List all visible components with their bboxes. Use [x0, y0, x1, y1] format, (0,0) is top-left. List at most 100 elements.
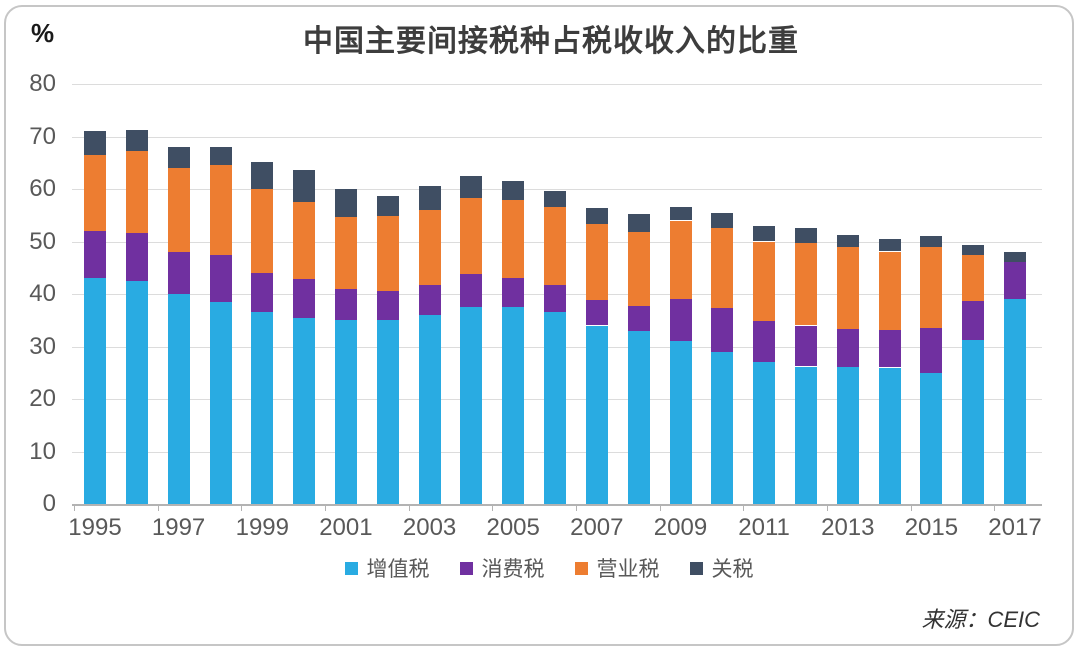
bar-1995-business-tax — [84, 154, 106, 231]
bar-2014-consumption-tax — [878, 330, 901, 368]
bar-1999-vat — [251, 312, 274, 504]
x-axis-tick — [241, 506, 243, 511]
bar-2001-tariff — [334, 188, 357, 217]
y-tick-label-10: 10 — [29, 437, 56, 465]
bar-2002-consumption-tax — [376, 290, 399, 321]
bar-2014-business-tax — [878, 251, 901, 331]
gridline-60 — [72, 189, 1042, 190]
x-tick-label-2017: 2017 — [988, 514, 1042, 541]
bar-2003-tariff — [418, 185, 441, 210]
bar-2012-vat — [794, 366, 817, 504]
x-tick-label-2005: 2005 — [486, 514, 540, 541]
bar-2007-vat — [585, 325, 608, 504]
bar-2003-business-tax — [418, 210, 441, 285]
x-tick-label-2009: 2009 — [653, 514, 708, 541]
bar-2013-vat — [836, 367, 859, 504]
bar-2013-business-tax — [836, 246, 859, 329]
bar-1998-consumption-tax — [209, 254, 232, 302]
bar-2007-consumption-tax — [585, 300, 608, 326]
bar-2007-business-tax — [585, 224, 608, 301]
bar-1999-business-tax — [251, 189, 274, 273]
x-axis-tick — [325, 506, 326, 511]
bar-2005-tariff — [502, 180, 525, 200]
bar-2003-consumption-tax — [418, 284, 441, 315]
bar-2002-vat — [376, 320, 399, 505]
x-axis-tick — [743, 506, 745, 511]
bar-2012-consumption-tax — [794, 325, 817, 367]
bar-2012-tariff — [794, 228, 817, 244]
bar-2011-business-tax — [753, 241, 776, 322]
legend: 增值税 消费税 营业税 关税 — [0, 553, 1080, 583]
bar-2001-business-tax — [334, 216, 357, 289]
bar-1997-tariff — [167, 147, 190, 168]
x-axis-tick — [910, 506, 912, 511]
bar-1996-vat — [125, 280, 148, 504]
x-tick-label-2011: 2011 — [738, 514, 790, 541]
bar-2015-vat — [920, 372, 943, 505]
bar-2002-tariff — [376, 195, 399, 216]
y-tick-label-80: 80 — [29, 70, 56, 97]
bar-2016-tariff — [962, 244, 985, 256]
bar-2004-vat — [460, 307, 483, 504]
bar-2010-business-tax — [711, 227, 734, 308]
bar-1998-tariff — [209, 147, 232, 166]
bar-1999-tariff — [251, 161, 274, 189]
legend-label-business-tax: 营业税 — [596, 558, 660, 581]
bar-1997-vat — [167, 294, 190, 504]
bar-1998-business-tax — [209, 165, 232, 255]
bar-2003-vat — [418, 315, 441, 504]
x-tick-label-2003: 2003 — [402, 514, 457, 541]
source-note: 来源：CEIC — [921, 607, 1040, 632]
x-tick-label-2013: 2013 — [821, 514, 875, 541]
bar-2010-vat — [711, 351, 734, 505]
bar-2005-consumption-tax — [502, 278, 525, 308]
bar-1996-business-tax — [125, 151, 148, 233]
y-tick-label-50: 50 — [29, 227, 56, 255]
y-tick-label-70: 70 — [29, 122, 56, 150]
legend-item-vat: 增值税 — [344, 553, 430, 583]
bar-2001-vat — [334, 320, 357, 505]
bar-1995-tariff — [84, 131, 106, 155]
x-tick-label-1995: 1995 — [68, 514, 122, 541]
bar-2006-tariff — [544, 190, 566, 208]
bar-2012-business-tax — [794, 243, 817, 326]
bar-2015-business-tax — [920, 247, 943, 329]
bar-2009-vat — [669, 341, 692, 505]
bar-2011-tariff — [753, 226, 776, 242]
bar-2007-tariff — [585, 208, 608, 225]
bar-2008-business-tax — [627, 232, 650, 306]
bar-2009-tariff — [669, 206, 692, 221]
bar-2006-vat — [544, 312, 566, 504]
bar-1997-consumption-tax — [167, 252, 190, 294]
y-axis-unit-label: % — [31, 18, 55, 48]
bar-2009-business-tax — [669, 220, 692, 300]
bar-2000-consumption-tax — [293, 278, 316, 318]
bar-2017-tariff — [1004, 251, 1026, 262]
bar-1998-vat — [209, 301, 232, 504]
bar-2017-vat — [1004, 299, 1026, 505]
bar-2014-vat — [878, 367, 901, 504]
legend-item-consumption-tax: 消费税 — [459, 553, 545, 583]
legend-swatch-vat — [344, 561, 358, 575]
bar-2008-tariff — [627, 214, 650, 232]
y-tick-label-30: 30 — [29, 332, 56, 360]
gridline-70 — [72, 136, 1042, 138]
bar-1995-consumption-tax — [84, 231, 106, 279]
bar-2011-vat — [753, 362, 776, 505]
x-tick-label-1999: 1999 — [235, 514, 289, 541]
bar-2015-tariff — [920, 236, 943, 248]
x-axis-tick — [659, 506, 661, 511]
bar-2000-tariff — [293, 170, 316, 202]
bar-2008-consumption-tax — [627, 305, 650, 331]
x-axis-baseline — [72, 504, 1042, 506]
legend-item-business-tax: 营业税 — [574, 553, 660, 583]
bar-2000-business-tax — [293, 201, 316, 279]
bar-2004-business-tax — [460, 197, 483, 274]
bar-2008-vat — [627, 330, 650, 505]
legend-label-vat: 增值税 — [366, 558, 430, 581]
x-tick-label-1997: 1997 — [151, 514, 206, 541]
bar-1997-business-tax — [167, 168, 190, 252]
bar-2009-consumption-tax — [669, 299, 692, 342]
chart-card-border — [4, 5, 1074, 646]
